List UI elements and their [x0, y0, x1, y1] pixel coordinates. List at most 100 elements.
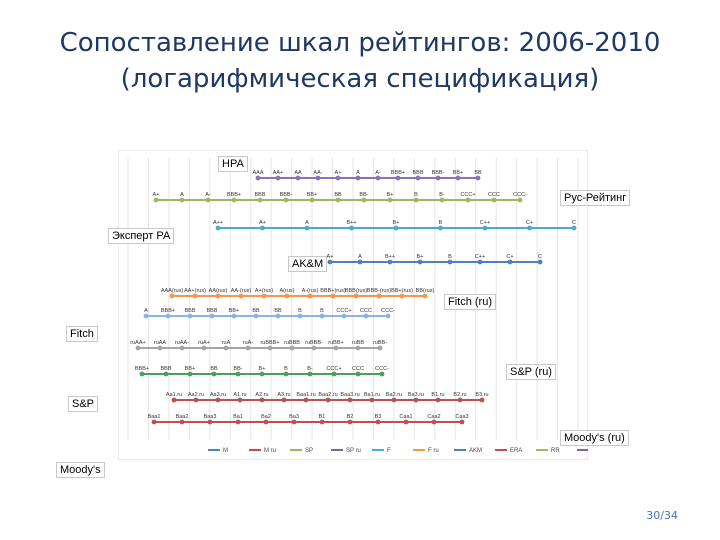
tick-label: ruAA+	[130, 340, 145, 346]
legend-label: ERA	[510, 448, 522, 454]
series-point	[319, 313, 325, 319]
tick-label: BB+	[453, 170, 464, 176]
series-point	[417, 259, 423, 265]
tick-label: A+	[153, 192, 160, 198]
tick-label: B-	[307, 366, 313, 372]
series-point	[307, 371, 313, 377]
series-point	[335, 175, 341, 181]
tick-label: B3	[375, 414, 382, 420]
tick-label: CCC+	[336, 308, 351, 314]
tick-label: Aa1.ru	[166, 392, 182, 398]
tick-label: AA+(rus)	[184, 288, 206, 294]
series-point	[235, 371, 241, 377]
tick-label: B+	[387, 192, 394, 198]
series-point	[207, 419, 213, 425]
series-point	[209, 313, 215, 319]
series-point	[335, 197, 341, 203]
series-point	[379, 371, 385, 377]
legend-label: SP	[305, 448, 313, 454]
tick-label: BB-	[359, 192, 368, 198]
series-point	[237, 397, 243, 403]
label-akm: AK&M	[288, 256, 328, 272]
tick-label: BB(rus)	[416, 288, 435, 294]
tick-label: A+	[335, 170, 342, 176]
tick-label: Baa1	[148, 414, 161, 420]
tick-label: BB+	[307, 192, 318, 198]
series-point	[361, 197, 367, 203]
tick-label: A-	[205, 192, 211, 198]
tick-label: CCC-	[513, 192, 527, 198]
tick-label: C++	[480, 220, 490, 226]
tick-label: ruBB	[352, 340, 365, 346]
series-point	[231, 197, 237, 203]
tick-label: CCC+	[326, 366, 341, 372]
series-point	[235, 419, 241, 425]
series-point	[347, 419, 353, 425]
series-point	[307, 293, 313, 299]
series-point	[153, 197, 159, 203]
series-point	[231, 313, 237, 319]
tick-label: B1.ru	[431, 392, 444, 398]
series-point	[257, 197, 263, 203]
tick-label: BB	[210, 366, 218, 372]
series-point	[139, 371, 145, 377]
tick-label: CCC-	[375, 366, 389, 372]
series-point	[422, 293, 428, 299]
tick-label: BBB-(rus)	[367, 288, 391, 294]
tick-label: B	[298, 308, 302, 314]
series-point	[331, 371, 337, 377]
series-point	[459, 419, 465, 425]
legend-label: F	[387, 448, 391, 454]
tick-label: A	[358, 254, 362, 260]
label-expert-ra: Эксперт РА	[108, 228, 175, 244]
series-point	[295, 175, 301, 181]
tick-label: BBB+	[161, 308, 175, 314]
tick-label: BBB-	[432, 170, 445, 176]
label-sp-ru: S&P (ru)	[506, 364, 556, 380]
series-point	[179, 197, 185, 203]
tick-label: A	[180, 192, 184, 198]
tick-label: BBB(rus)	[345, 288, 367, 294]
tick-label: BBB+	[227, 192, 241, 198]
series-point	[165, 313, 171, 319]
tick-label: C++	[475, 254, 485, 260]
series-point	[349, 225, 354, 231]
series-point	[238, 293, 244, 299]
tick-label: BBB+	[135, 366, 149, 372]
series-point	[211, 371, 217, 377]
series-point	[303, 397, 309, 403]
tick-label: B	[448, 254, 452, 260]
tick-label: Baa2.ru	[318, 392, 337, 398]
tick-label: AA-	[313, 170, 322, 176]
series-point	[375, 419, 381, 425]
series-point	[297, 313, 303, 319]
tick-label: B1	[319, 414, 326, 420]
series-point	[385, 313, 391, 319]
series-point	[215, 293, 221, 299]
tick-label: Aa3.ru	[210, 392, 226, 398]
tick-label: C+	[506, 254, 513, 260]
tick-label: Ba3	[289, 414, 299, 420]
tick-label: BBB	[254, 192, 265, 198]
series-point	[171, 397, 177, 403]
tick-label: BBB+	[391, 170, 405, 176]
series-point	[355, 175, 361, 181]
tick-label: AA(rus)	[209, 288, 228, 294]
series-point	[341, 313, 347, 319]
tick-label: BB	[252, 308, 260, 314]
tick-label: AAA	[252, 170, 263, 176]
tick-label: Baa3	[204, 414, 217, 420]
series-point	[355, 371, 361, 377]
series-point	[281, 397, 287, 403]
tick-label: Caa2	[427, 414, 440, 420]
legend-label: AKM	[469, 448, 482, 454]
series-point	[395, 175, 401, 181]
tick-label: ruBBB-	[305, 340, 323, 346]
series-point	[355, 345, 361, 351]
series-point	[179, 419, 185, 425]
series-point	[157, 345, 163, 351]
tick-label: A(rus)	[280, 288, 295, 294]
tick-label: BBB-	[280, 192, 293, 198]
tick-label: Ba3.ru	[408, 392, 424, 398]
